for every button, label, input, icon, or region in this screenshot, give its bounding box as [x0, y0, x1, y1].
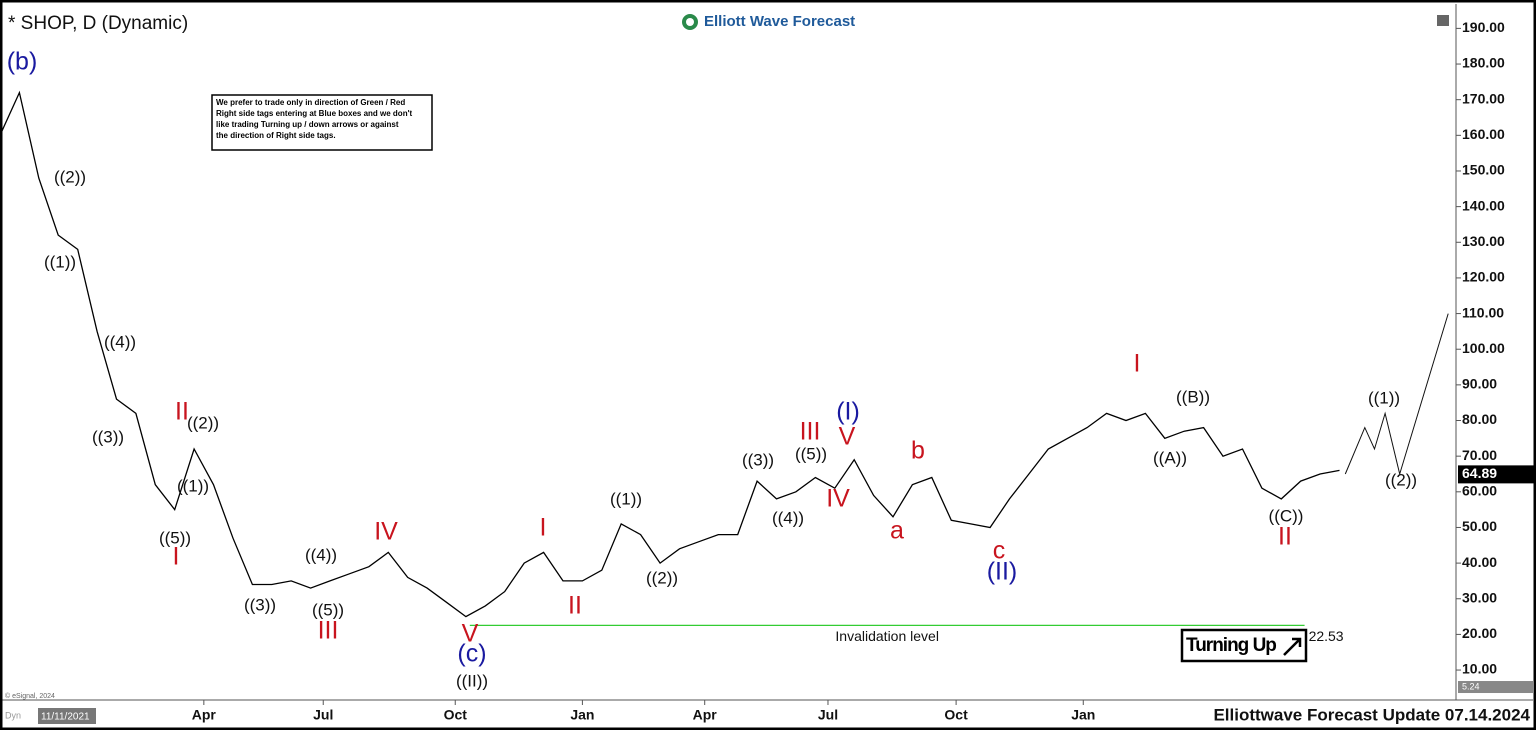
y-tick-label: 60.00 — [1462, 483, 1497, 499]
note-line: Right side tags entering at Blue boxes a… — [216, 109, 412, 118]
y-tick-label: 50.00 — [1462, 518, 1497, 534]
wave-label: ((5)) — [795, 444, 827, 463]
note-line: We prefer to trade only in direction of … — [216, 98, 405, 107]
wave-label: ((2)) — [1385, 470, 1417, 489]
start-date: 11/11/2021 — [41, 712, 90, 723]
plot: 10.00 20.00 30.00 40.00 50.00 60.00 70.00 80.00… — [0, 19, 1505, 723]
last-price-tag — [1458, 465, 1534, 484]
x-tick-label: Oct — [444, 707, 468, 723]
projection-line — [1344, 313, 1449, 476]
wave-label: ((3)) — [92, 427, 124, 446]
x-tick-label: Oct — [944, 707, 968, 723]
wave-label: ((3)) — [742, 450, 774, 469]
y-tick-label: 70.00 — [1462, 447, 1497, 463]
wave-label: ((3)) — [244, 595, 276, 614]
y-tick-label: 10.00 — [1462, 661, 1497, 677]
wave-labels: (b) ((2)) ((1)) ((4)) ((3)) II ((2)) ((1… — [7, 48, 1417, 691]
x-tick-label: Jan — [1071, 707, 1095, 723]
wave-label: ((A)) — [1153, 448, 1187, 467]
copyright: © eSignal, 2024 — [5, 692, 55, 700]
y-tick-label: 100.00 — [1462, 340, 1505, 356]
wave-label: a — [890, 517, 904, 545]
y-tick-label: 160.00 — [1462, 126, 1505, 142]
wave-label: II — [175, 398, 189, 426]
wave-label: (I) — [836, 398, 860, 426]
wave-label: II — [568, 592, 582, 620]
wave-label: ((4)) — [305, 545, 337, 564]
icon — [1437, 15, 1449, 26]
wave-label: ((2)) — [646, 568, 678, 587]
wave-label: ((1)) — [44, 252, 76, 271]
y-tick-label: 80.00 — [1462, 411, 1497, 427]
footer: Elliottwave Forecast Update 07.14.2024 — [1213, 705, 1530, 724]
last-price-label: 64.89 — [1462, 465, 1497, 481]
invalidation-value: 22.53 — [1309, 628, 1344, 644]
wave-label: I — [540, 514, 547, 542]
wave-label: IV — [374, 518, 398, 546]
y-tick-label: 180.00 — [1462, 55, 1505, 71]
wave-label: V — [462, 620, 479, 648]
wave-label: ((4)) — [772, 508, 804, 527]
badge-arrow — [1283, 637, 1302, 656]
y-tick-label: 140.00 — [1462, 197, 1505, 213]
wave-label: b — [911, 437, 925, 465]
note-box — [211, 94, 433, 151]
y-tick-label: 150.00 — [1462, 162, 1505, 178]
badge: Turning Up — [1186, 635, 1276, 656]
wave-label: (II) — [987, 558, 1018, 586]
wave-label: ((5)) — [312, 600, 344, 619]
wave-label: ((1)) — [177, 476, 209, 495]
wave-label: IV — [826, 485, 850, 513]
wave-label: V — [839, 423, 856, 451]
min-tag — [1458, 681, 1534, 694]
wave-label: ((1)) — [610, 489, 642, 508]
wave-label: ((B)) — [1176, 387, 1210, 406]
wave-label: ((C)) — [1269, 506, 1304, 525]
x-tick-label: Jul — [818, 707, 838, 723]
x-tick-label: Apr — [192, 707, 217, 723]
wave-label: (b) — [7, 48, 38, 76]
y-tick-label: 20.00 — [1462, 625, 1497, 641]
min-tag-label: 5.24 — [1462, 681, 1480, 691]
y-tick-label: 120.00 — [1462, 269, 1505, 285]
y-tick-label: 40.00 — [1462, 554, 1497, 570]
wave-label: ((1)) — [1368, 388, 1400, 407]
note-line: like trading Turning up / down arrows or… — [216, 120, 399, 129]
wave-label: ((2)) — [187, 413, 219, 432]
wave-label: I — [1134, 350, 1141, 378]
y-tick-label: 190.00 — [1462, 19, 1505, 35]
price-line — [0, 90, 1340, 618]
start-date-box — [38, 708, 96, 724]
invalidation-label: Invalidation level — [835, 628, 939, 644]
x-tick-label: Jul — [313, 707, 333, 723]
y-tick-label: 130.00 — [1462, 233, 1505, 249]
wave-label: ((4)) — [104, 332, 136, 351]
note-line: the direction of Right side tags. — [216, 131, 336, 140]
wave-label: ((5)) — [159, 528, 191, 547]
mode: Dyn — [5, 710, 21, 720]
y-tick-label: 110.00 — [1462, 304, 1504, 320]
x-tick-label: Jan — [570, 707, 594, 723]
wave-label: I — [173, 543, 180, 571]
wave-label: (c) — [457, 640, 486, 668]
wave-label: c — [993, 537, 1006, 565]
chart-title: * SHOP, D (Dynamic) — [8, 13, 188, 34]
wave-label: II — [1278, 523, 1292, 551]
wave-label: III — [318, 617, 339, 645]
brand: Elliott Wave Forecast — [704, 13, 855, 30]
y-tick-label: 170.00 — [1462, 90, 1505, 106]
wave-label: III — [800, 418, 821, 446]
wave-label: ((2)) — [54, 167, 86, 186]
y-tick-label: 90.00 — [1462, 376, 1497, 392]
wave-label: ((II)) — [456, 671, 488, 690]
y-tick-label: 30.00 — [1462, 589, 1497, 605]
x-tick-label: Apr — [693, 707, 718, 723]
badge-box — [1180, 628, 1308, 663]
brand-logo — [686, 18, 694, 26]
